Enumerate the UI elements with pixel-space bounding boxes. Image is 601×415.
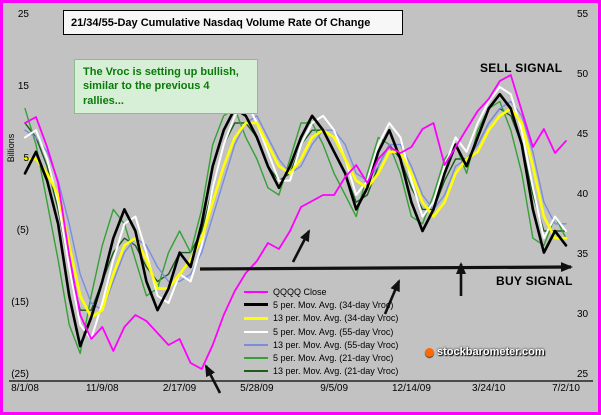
arrow-group: [199, 229, 573, 394]
annotation-note: The Vroc is setting up bullish, similar …: [74, 59, 258, 114]
left-axis-tick: 15: [17, 81, 29, 92]
legend-label: 5 per. Mov. Avg. (21-day Vroc): [273, 353, 394, 364]
legend-item: 13 per. Mov. Avg. (55-day Vroc): [244, 338, 398, 351]
series-qqqq-close: [24, 74, 567, 370]
x-axis-tick: 12/14/09: [391, 383, 431, 394]
series-group: [9, 74, 593, 382]
x-axis-tick: 2/17/09: [162, 383, 197, 394]
legend-swatch: [244, 343, 268, 346]
legend-item: 13 per. Mov. Avg. (34-day Vroc): [244, 312, 398, 325]
right-axis-tick: 55: [577, 9, 589, 20]
series-5-per-mov-avg-21-day-vroc: [24, 100, 567, 355]
legend-item: 13 per. Mov. Avg. (21-day Vroc): [244, 365, 398, 378]
left-axis-tick: 25: [17, 9, 29, 20]
right-axis-tick: 40: [577, 189, 589, 200]
sell-signal-label: SELL SIGNAL: [480, 61, 563, 75]
left-axis-tick: 5: [23, 153, 29, 164]
y-axis-title: Billions: [6, 133, 16, 163]
legend-swatch: [244, 290, 268, 293]
buy-signal-label: BUY SIGNAL: [496, 274, 573, 288]
legend-label: 5 per. Mov. Avg. (55-day Vroc): [273, 326, 394, 337]
x-axis-tick: 9/5/09: [320, 383, 349, 394]
right-axis-tick: 30: [577, 309, 589, 320]
legend-label: 5 per. Mov. Avg. (34-day Vroc): [273, 299, 394, 310]
left-axis-tick: (25): [11, 369, 29, 380]
legend-item: 5 per. Mov. Avg. (55-day Vroc): [244, 325, 398, 338]
left-axis-tick: (15): [11, 297, 29, 308]
x-axis-tick: 3/24/10: [472, 383, 506, 394]
watermark-dot-icon: [425, 347, 434, 357]
x-axis-tick: 11/9/08: [85, 383, 119, 394]
left-axis-tick: (5): [16, 225, 29, 236]
series-5-per-mov-avg-34-day-vroc: [23, 92, 568, 348]
signal-arrow: [383, 279, 401, 315]
legend-label: 13 per. Mov. Avg. (21-day Vroc): [273, 366, 399, 377]
left-axis: 25 15 5 (5) (15) (25): [3, 3, 31, 412]
chart-title: 21/34/55-Day Cumulative Nasdaq Volume Ra…: [63, 10, 403, 35]
legend-swatch: [244, 330, 268, 333]
watermark-text: stockbarometer.com: [437, 346, 545, 358]
legend-swatch: [244, 316, 268, 320]
right-axis-tick: 45: [577, 129, 589, 140]
legend-item: 5 per. Mov. Avg. (21-day Vroc): [244, 351, 398, 364]
legend-label: QQQQ Close: [273, 286, 327, 297]
right-axis-tick: 25: [577, 369, 589, 380]
signal-arrow: [291, 229, 311, 263]
legend-label: 13 per. Mov. Avg. (55-day Vroc): [273, 339, 399, 350]
legend-item: 5 per. Mov. Avg. (34-day Vroc): [244, 298, 398, 311]
legend-swatch: [244, 303, 268, 307]
right-axis-tick: 35: [577, 249, 589, 260]
legend-label: 13 per. Mov. Avg. (34-day Vroc): [273, 313, 399, 324]
chart-svg: [9, 74, 593, 394]
x-axis-tick: 7/2/10: [552, 383, 580, 394]
series-13-per-mov-avg-55-day-vroc: [24, 100, 567, 311]
x-axis-tick: 8/1/08: [11, 383, 39, 394]
legend: QQQQ Close 5 per. Mov. Avg. (34-day Vroc)…: [244, 285, 398, 378]
x-axis: 8/1/08 11/9/08 2/17/09 5/28/09 9/5/09 12/14/0…: [3, 383, 598, 399]
x-axis-tick: 5/28/09: [240, 383, 274, 394]
signal-arrow: [199, 262, 573, 273]
series-13-per-mov-avg-34-day-vroc: [23, 107, 568, 319]
legend-swatch: [244, 357, 268, 360]
right-axis: 55 50 45 40 35 30 25: [574, 3, 598, 412]
right-axis-tick: 50: [577, 69, 589, 80]
legend-item: QQQQ Close: [244, 285, 398, 298]
legend-swatch: [244, 370, 268, 373]
series-5-per-mov-avg-55-day-vroc: [24, 86, 567, 340]
watermark: stockbarometer.com: [425, 346, 545, 358]
signal-arrow: [204, 364, 222, 394]
